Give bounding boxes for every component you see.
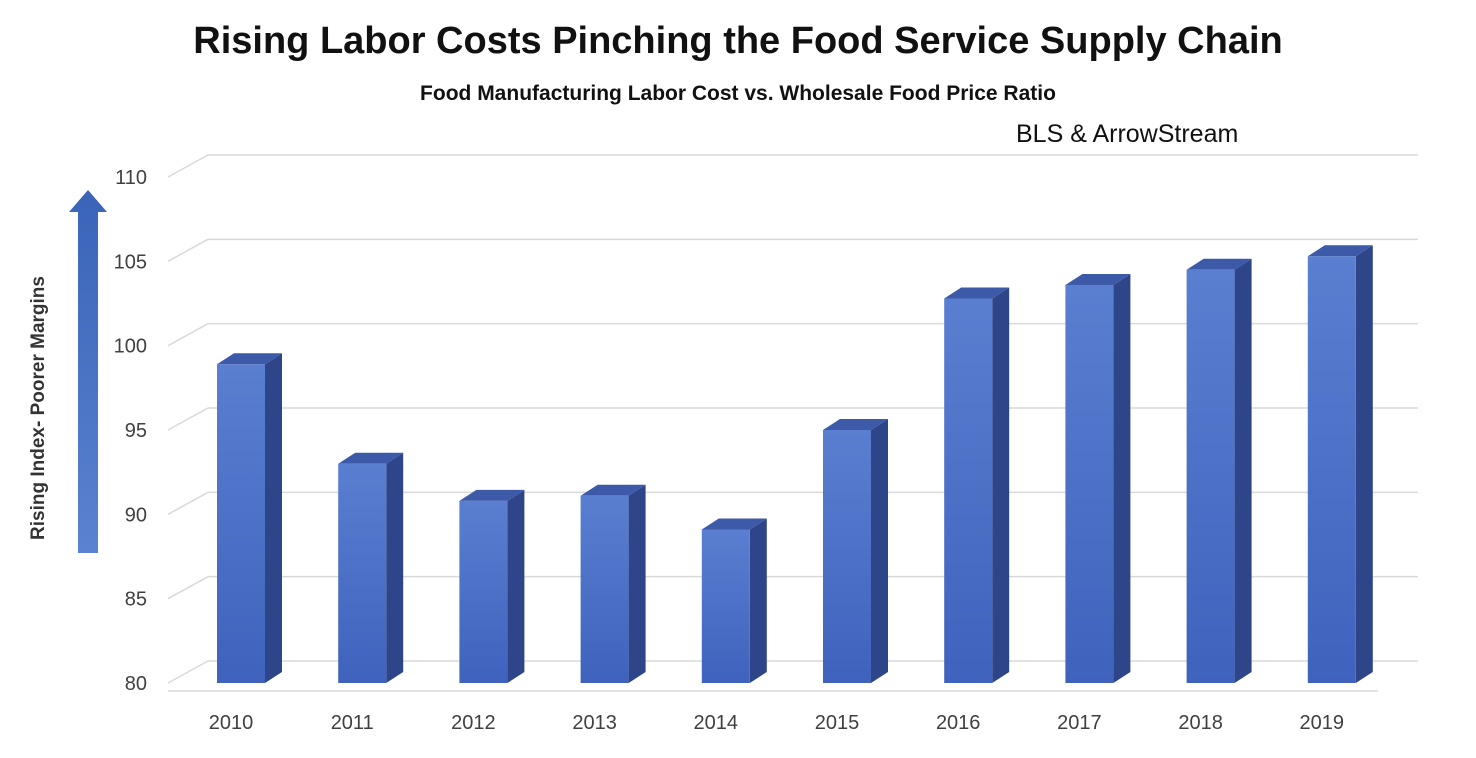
bar-side <box>628 484 646 683</box>
gridline-wall <box>167 238 209 262</box>
bar-top <box>944 287 1010 299</box>
bar <box>217 353 282 683</box>
bar-front <box>1307 256 1356 683</box>
bar-front <box>701 529 750 683</box>
bar-front <box>338 463 387 683</box>
bar-side <box>265 353 282 683</box>
bar-top <box>217 353 282 365</box>
bar-front <box>217 364 265 683</box>
y-tick-label: 90 <box>125 504 147 526</box>
x-axis-ticks: 2010 2011 2012 2013 2014 2015 2016 2017 2018 2019 <box>209 712 1344 734</box>
bar <box>1307 245 1373 684</box>
x-tick-label: 2015 <box>815 712 860 734</box>
bar-front <box>1186 269 1235 683</box>
x-tick-label: 2013 <box>572 712 617 734</box>
gridline-wall <box>167 323 209 347</box>
bar-side <box>1113 273 1131 683</box>
bar <box>1186 258 1252 683</box>
bar-side <box>1234 258 1252 683</box>
bar-front <box>580 495 629 683</box>
bar-side <box>749 518 767 683</box>
bar-side <box>1355 245 1373 684</box>
bar-top <box>459 489 525 501</box>
rising-arrow-icon <box>69 190 107 553</box>
bar-top <box>338 452 404 464</box>
y-tick-label: 85 <box>125 589 147 611</box>
x-tick-label: 2014 <box>694 712 739 734</box>
gridline-wall <box>167 154 209 178</box>
bar-top <box>823 419 888 430</box>
gridline-wall <box>167 407 209 431</box>
gridline-wall <box>167 576 209 600</box>
bar-top <box>1307 245 1373 257</box>
x-tick-label: 2010 <box>209 712 254 734</box>
bar-side <box>992 287 1010 683</box>
bar-top <box>1065 273 1131 285</box>
x-tick-label: 2017 <box>1057 712 1102 734</box>
bar-front <box>459 500 508 683</box>
bar-side <box>871 419 888 683</box>
y-tick-label: 105 <box>114 251 147 273</box>
chart-subtitle: Food Manufacturing Labor Cost vs. Wholes… <box>420 82 1056 105</box>
x-tick-label: 2019 <box>1300 712 1345 734</box>
y-axis-ticks: 80 85 90 95 100 105 110 <box>114 167 147 695</box>
bar-top <box>701 518 767 530</box>
gridline-wall <box>167 660 209 684</box>
bar-side <box>507 489 525 683</box>
chart-source: BLS & ArrowStream <box>1016 120 1239 148</box>
y-tick-label: 100 <box>114 336 147 358</box>
bar-front <box>944 298 993 683</box>
gridline-wall <box>167 491 209 515</box>
bar-top <box>580 484 646 496</box>
x-tick-label: 2012 <box>451 712 496 734</box>
bar <box>459 489 525 683</box>
bar-top <box>1186 258 1252 270</box>
x-tick-label: 2016 <box>936 712 981 734</box>
bar <box>338 452 404 683</box>
bar-side <box>386 452 404 683</box>
bar-front <box>823 430 871 683</box>
y-tick-label: 80 <box>125 673 147 695</box>
bar <box>1065 273 1131 683</box>
y-tick-label: 110 <box>115 167 147 189</box>
bar-front <box>1065 284 1114 683</box>
y-tick-label: 95 <box>125 420 147 442</box>
bar <box>944 287 1010 683</box>
bar <box>823 419 888 683</box>
chart-title: Rising Labor Costs Pinching the Food Ser… <box>193 20 1283 62</box>
x-tick-label: 2011 <box>331 712 374 734</box>
x-tick-label: 2018 <box>1178 712 1223 734</box>
bar <box>701 518 767 683</box>
bar <box>580 484 646 683</box>
bars <box>217 245 1373 684</box>
